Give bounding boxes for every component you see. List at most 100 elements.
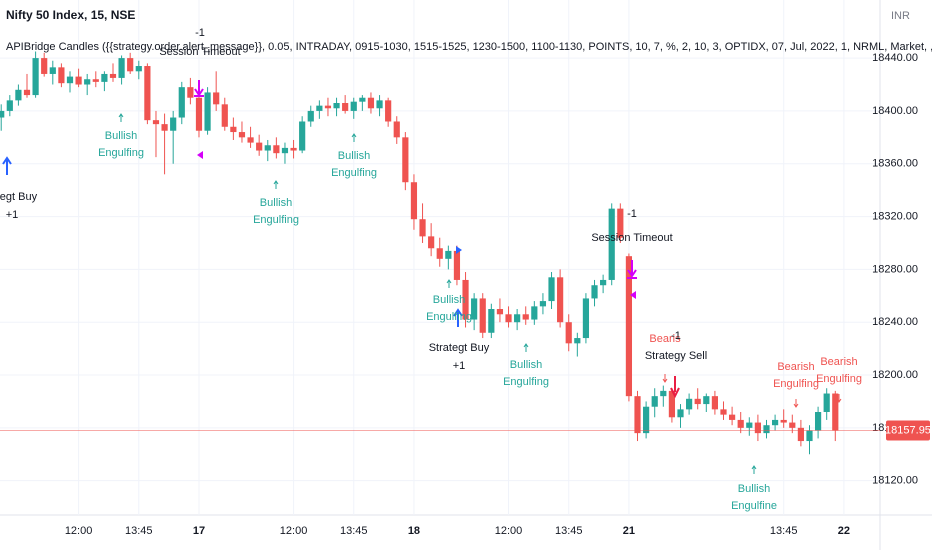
pattern-arrow [836, 394, 842, 403]
candle-body [832, 393, 839, 431]
candle-body [754, 422, 761, 434]
candle-body [23, 89, 31, 96]
pattern-arrow [793, 399, 799, 408]
exit-arrow [194, 80, 204, 97]
candle-body [127, 58, 134, 72]
currency-label: INR [891, 10, 910, 22]
candle-body [49, 67, 56, 74]
candle-body [213, 92, 220, 105]
candle-body [462, 279, 469, 320]
candle-body [32, 58, 39, 96]
candle-body [135, 66, 142, 72]
annotation: +1 [453, 360, 466, 372]
annotation: Bullish [738, 483, 770, 495]
candle-body [66, 76, 74, 84]
candle-body [195, 97, 203, 131]
candle-body [15, 89, 22, 101]
candle-body [385, 100, 392, 122]
annotation: Bearis [649, 333, 681, 345]
candle-body [634, 396, 641, 434]
annotation: Bearish [820, 356, 857, 368]
candle-body [780, 419, 787, 423]
y-tick-label: 18360.00 [872, 158, 918, 170]
candle-body [737, 419, 744, 428]
candle-body [221, 104, 228, 127]
candle-body [170, 117, 177, 131]
last-price-label: 18157.95 [885, 424, 931, 436]
annotation: Session Timeout [159, 46, 240, 58]
candle-body [376, 100, 383, 109]
candle-body [290, 147, 297, 151]
pattern-arrow [523, 343, 529, 352]
candle-body [247, 137, 254, 143]
y-tick-label: 18320.00 [872, 210, 918, 222]
candle-body [84, 79, 91, 85]
x-tick-label: 13:45 [125, 525, 153, 537]
candle-body [591, 285, 598, 299]
signal-arrows [2, 80, 680, 399]
x-tick-label: 13:45 [770, 525, 798, 537]
candle-body [806, 430, 813, 442]
annotation: Bullish [433, 294, 465, 306]
annotation: rategt Buy [0, 191, 38, 203]
candle-body [617, 208, 624, 238]
last-price-box [886, 420, 930, 441]
candle-body [161, 124, 168, 131]
candle-body [720, 409, 727, 415]
sell-arrow [670, 376, 680, 399]
annotation: -1 [195, 27, 205, 39]
pattern-arrow [118, 113, 124, 122]
candle-body [746, 422, 753, 428]
exit-arrow [627, 260, 637, 279]
buy-arrow [453, 308, 463, 327]
y-tick-label: 18200.00 [872, 369, 918, 381]
candle-body [342, 103, 349, 111]
candle-body [428, 236, 435, 249]
annotation: Engulfing [253, 214, 299, 226]
candle-body [539, 301, 547, 307]
indicator-label: APIBridge Candles ({{strategy.order.aler… [6, 41, 932, 53]
annotation: Engulfing [816, 373, 862, 385]
candle-body [797, 427, 804, 442]
pattern-arrow [751, 465, 757, 474]
candle-body [823, 393, 830, 412]
candle-body [531, 306, 538, 320]
pattern-arrow [273, 180, 279, 189]
candle-body [686, 398, 693, 410]
candle-body [101, 73, 108, 82]
candle-body [436, 248, 443, 259]
annotation: Strategy Sell [645, 350, 707, 362]
x-tick-label: 13:45 [340, 525, 368, 537]
candle-body [548, 277, 555, 302]
candle-body [238, 132, 246, 138]
candle-body [230, 126, 237, 133]
candle-body [660, 390, 667, 397]
y-tick-label: 18280.00 [872, 263, 918, 275]
candle-body [703, 396, 710, 405]
candle-body [789, 422, 796, 428]
annotation: Session Timeout [591, 232, 672, 244]
pattern-arrow [351, 133, 357, 142]
candle-body [651, 396, 658, 407]
chart-title: Nifty 50 Index, 15, NSE [6, 8, 135, 22]
annotation: Engulfine [731, 500, 777, 512]
candle-body [333, 103, 340, 109]
entry-marker [456, 246, 462, 254]
candle-body [453, 250, 461, 280]
candle-body [187, 87, 194, 98]
candle-body [582, 298, 590, 339]
candle-body [264, 145, 271, 151]
candle-body [178, 87, 185, 118]
candle-body [600, 279, 607, 286]
x-tick-label: 13:45 [555, 525, 583, 537]
x-tick-label: 12:00 [495, 525, 523, 537]
y-tick-label: 18120.00 [872, 475, 918, 487]
buy-arrow [2, 156, 12, 175]
annotation: Bullish [338, 150, 370, 162]
candle-body [152, 120, 160, 125]
candle-body [393, 121, 400, 138]
candle-body [574, 338, 581, 344]
candle-body [763, 425, 770, 434]
x-tick-label: 12:00 [280, 525, 308, 537]
